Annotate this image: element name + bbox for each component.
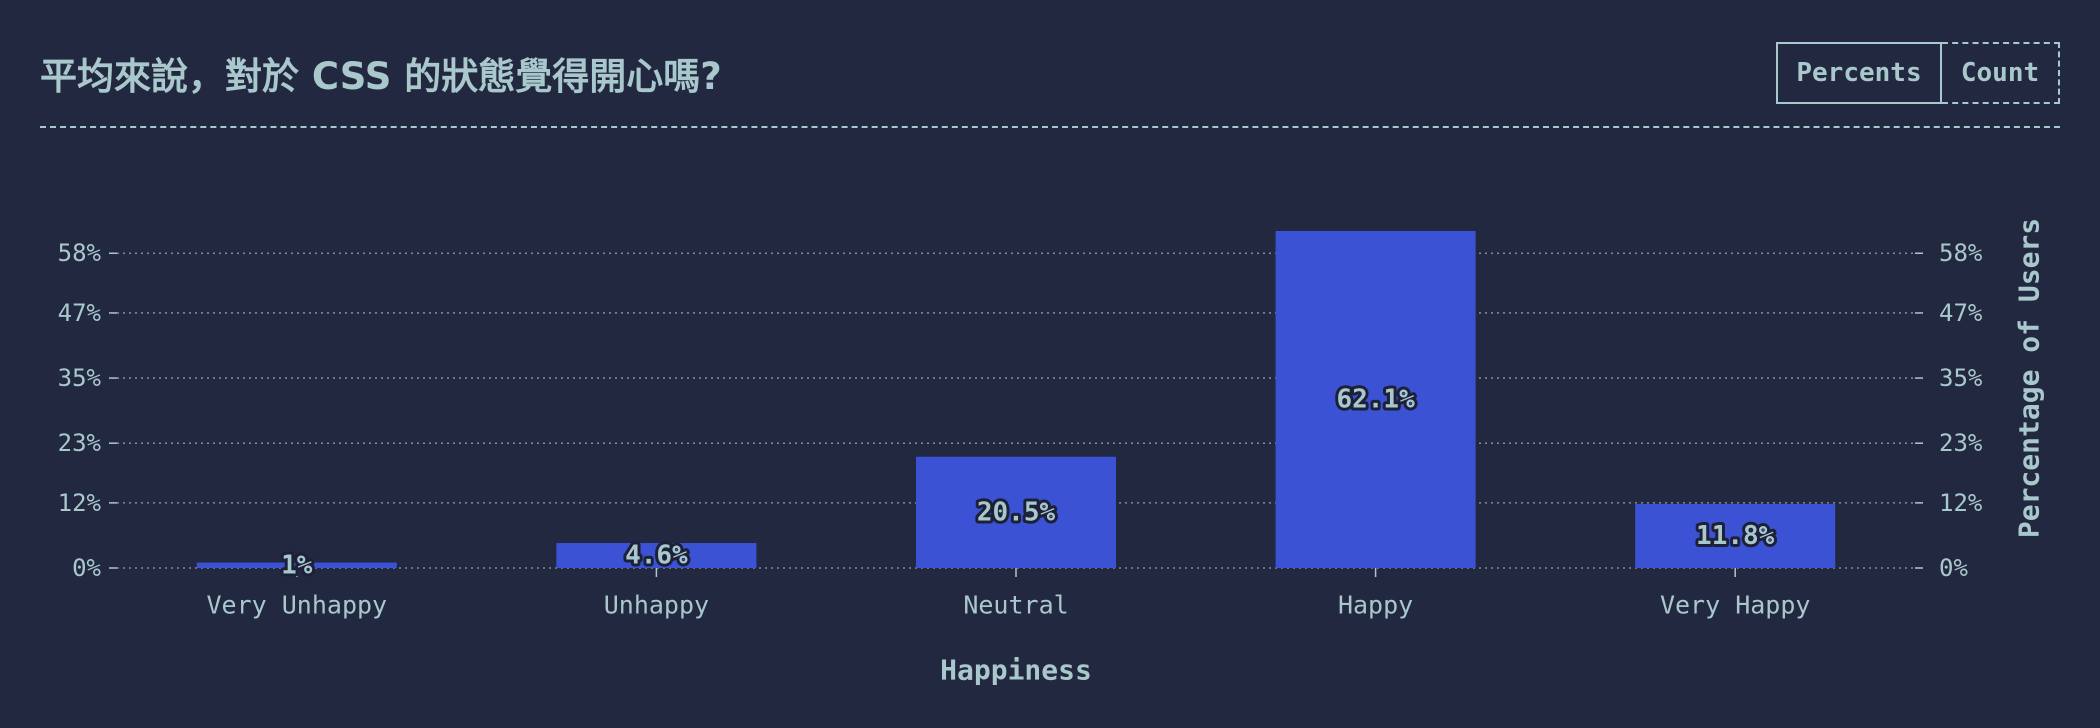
bar-value-label: 4.6% bbox=[625, 541, 688, 571]
y-tick-label-left: 0% bbox=[72, 554, 101, 582]
x-axis-title: Happiness bbox=[940, 654, 1092, 687]
x-tick-label: Very Happy bbox=[1660, 591, 1811, 620]
bar-value-label: 62.1% bbox=[1336, 385, 1415, 415]
x-tick-label: Neutral bbox=[963, 591, 1068, 620]
y-tick-label-right: 12% bbox=[1939, 489, 1983, 517]
x-tick-label: Very Unhappy bbox=[206, 591, 387, 620]
bar bbox=[1275, 231, 1476, 568]
y-tick-label-right: 23% bbox=[1939, 429, 1983, 457]
count-button[interactable]: Count bbox=[1942, 42, 2060, 104]
bar bbox=[556, 543, 757, 568]
units-toggle: Percents Count bbox=[1776, 42, 2060, 104]
y-tick-label-right: 58% bbox=[1939, 239, 1983, 267]
bar bbox=[196, 562, 397, 568]
bar-value-label: 11.8% bbox=[1696, 521, 1775, 551]
chart-title: 平均來說，對於 CSS 的狀態覺得開心嗎? bbox=[40, 55, 722, 98]
bar bbox=[1635, 503, 1836, 568]
y-tick-label-right: 47% bbox=[1939, 299, 1983, 327]
y-tick-label-left: 47% bbox=[58, 299, 102, 327]
y-tick-label-right: 35% bbox=[1939, 364, 1983, 392]
bar-value-label: 20.5% bbox=[977, 497, 1056, 527]
y-tick-label-right: 0% bbox=[1939, 554, 1968, 582]
y-tick-label-left: 23% bbox=[58, 429, 102, 457]
y-axis-title: Percentage of Users bbox=[2013, 218, 2046, 538]
x-tick-label: Unhappy bbox=[604, 591, 709, 620]
bar-value-label: 1% bbox=[281, 550, 313, 580]
y-tick-label-left: 58% bbox=[58, 239, 102, 267]
y-tick-label-left: 35% bbox=[58, 364, 102, 392]
bar bbox=[916, 456, 1116, 568]
x-tick-label: Happy bbox=[1338, 591, 1413, 620]
chart-header: 平均來說，對於 CSS 的狀態覺得開心嗎? Percents Count bbox=[40, 30, 2060, 128]
y-tick-label-left: 12% bbox=[58, 489, 102, 517]
percents-button[interactable]: Percents bbox=[1776, 42, 1942, 104]
